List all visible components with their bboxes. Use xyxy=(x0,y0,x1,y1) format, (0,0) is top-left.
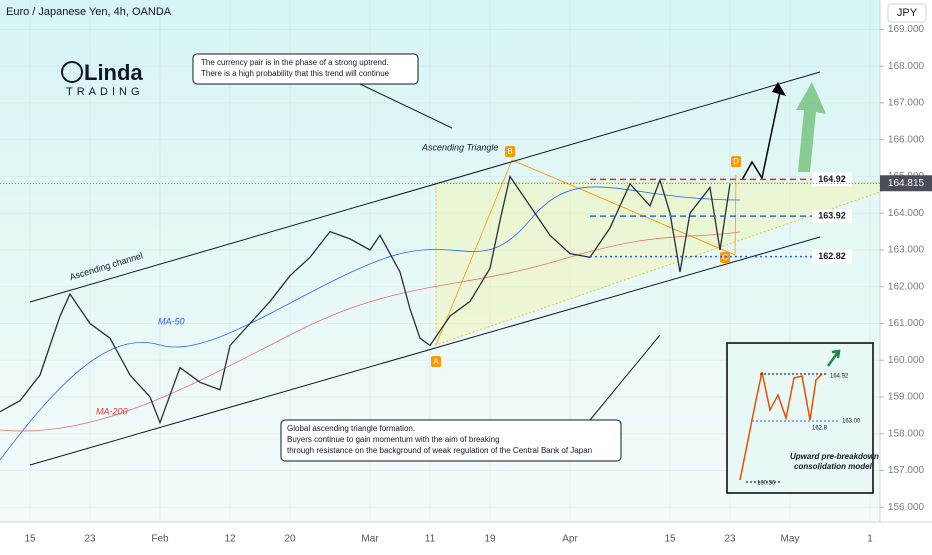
callout xyxy=(359,83,453,129)
inset-label: 160.56 xyxy=(757,481,776,487)
x-tick-label: 23 xyxy=(84,534,96,545)
x-tick-label: 23 xyxy=(724,534,736,545)
channel-upper xyxy=(29,71,821,303)
inset-arrow xyxy=(826,349,841,367)
currency-box xyxy=(887,3,927,23)
level-label: 164.92 xyxy=(818,174,846,184)
chart-title: Euro / Japanese Yen, 4h, OANDA xyxy=(6,6,172,18)
point-label: C xyxy=(722,253,728,262)
y-tick-label: 169.000 xyxy=(888,24,925,35)
x-tick-label: Mar xyxy=(361,534,379,545)
last-price-label: 164.815 xyxy=(888,178,925,189)
point-tag xyxy=(505,146,515,157)
inset-label: 162.8 xyxy=(812,426,828,432)
price-line xyxy=(0,174,731,425)
level-tag xyxy=(812,209,852,224)
point-label: A xyxy=(433,357,439,366)
note: There is a high probability that this tr… xyxy=(201,69,390,78)
channel-lower xyxy=(29,236,821,466)
y-tick-label: 167.000 xyxy=(888,98,925,109)
point-label: B xyxy=(507,147,512,156)
x-tick-label: 15 xyxy=(664,534,676,545)
pattern-label: Ascending Triangle xyxy=(421,142,498,152)
inset-caption: consolidation model xyxy=(794,462,873,471)
x-tick-label: 12 xyxy=(224,534,236,545)
x-tick-label: Apr xyxy=(562,534,578,545)
point-tag xyxy=(720,252,730,263)
y-tick-label: 164.000 xyxy=(888,208,925,219)
level-label: 162.82 xyxy=(818,251,846,261)
ma-200 xyxy=(0,231,741,432)
inset-price xyxy=(739,371,823,481)
y-tick-label: 168.000 xyxy=(888,61,925,72)
y-tick-label: 162.000 xyxy=(888,281,925,292)
currency: JPY xyxy=(897,7,918,19)
point-tag xyxy=(431,356,441,367)
last-price-tag xyxy=(880,175,932,192)
note: The currency pair is in the phase of a s… xyxy=(201,58,389,67)
note-box xyxy=(192,53,419,85)
inset-label: 164.92 xyxy=(830,374,849,380)
ma-label: MA-200 xyxy=(96,406,128,416)
x-tick-label: 15 xyxy=(24,534,36,545)
y-tick-label: 161.000 xyxy=(888,318,925,329)
y-tick-label: 157.000 xyxy=(888,465,925,476)
logo-sub: TRADING xyxy=(66,86,144,98)
point-label: D xyxy=(733,157,739,166)
y-tick-label: 166.000 xyxy=(888,134,925,145)
logo-name: Linda xyxy=(84,60,143,85)
x-tick-label: Feb xyxy=(151,534,169,545)
ma-50 xyxy=(0,186,741,461)
y-tick-label: 159.000 xyxy=(888,392,925,403)
inset-label: 163.00 xyxy=(842,419,861,425)
x-tick-label: May xyxy=(781,534,800,545)
arrowhead xyxy=(772,82,786,96)
price-axis-bg xyxy=(880,0,932,550)
level-tag xyxy=(812,172,852,187)
ma-label: MA-50 xyxy=(158,316,185,326)
inset-caption: Upward pre-breakdown xyxy=(790,452,879,461)
level-label: 163.92 xyxy=(818,211,846,221)
inset xyxy=(726,342,874,494)
time-axis-bg xyxy=(0,522,932,550)
note-box xyxy=(280,419,622,462)
note: through resistance on the background of … xyxy=(287,446,592,455)
point-tag xyxy=(731,156,741,167)
y-tick-label: 160.000 xyxy=(888,355,925,366)
logo-mark xyxy=(61,61,83,83)
x-tick-label: 19 xyxy=(484,534,496,545)
y-tick-label: 163.000 xyxy=(888,245,925,256)
note: Global ascending triangle formation. xyxy=(287,424,415,433)
y-tick-label: 158.000 xyxy=(888,428,925,439)
level-tag xyxy=(812,249,852,264)
note: Buyers continue to gain momentum with th… xyxy=(287,435,500,444)
callout xyxy=(589,334,661,421)
pattern-points: A B C D xyxy=(431,146,741,367)
target-arrow xyxy=(796,82,826,172)
x-tick-label: 20 xyxy=(284,534,296,545)
forecast-arrow xyxy=(741,91,781,181)
pattern-line xyxy=(511,159,737,256)
y-tick-label: 156.000 xyxy=(888,502,925,513)
x-tick-label: 1 xyxy=(867,534,873,545)
x-tick-label: 11 xyxy=(425,534,436,545)
